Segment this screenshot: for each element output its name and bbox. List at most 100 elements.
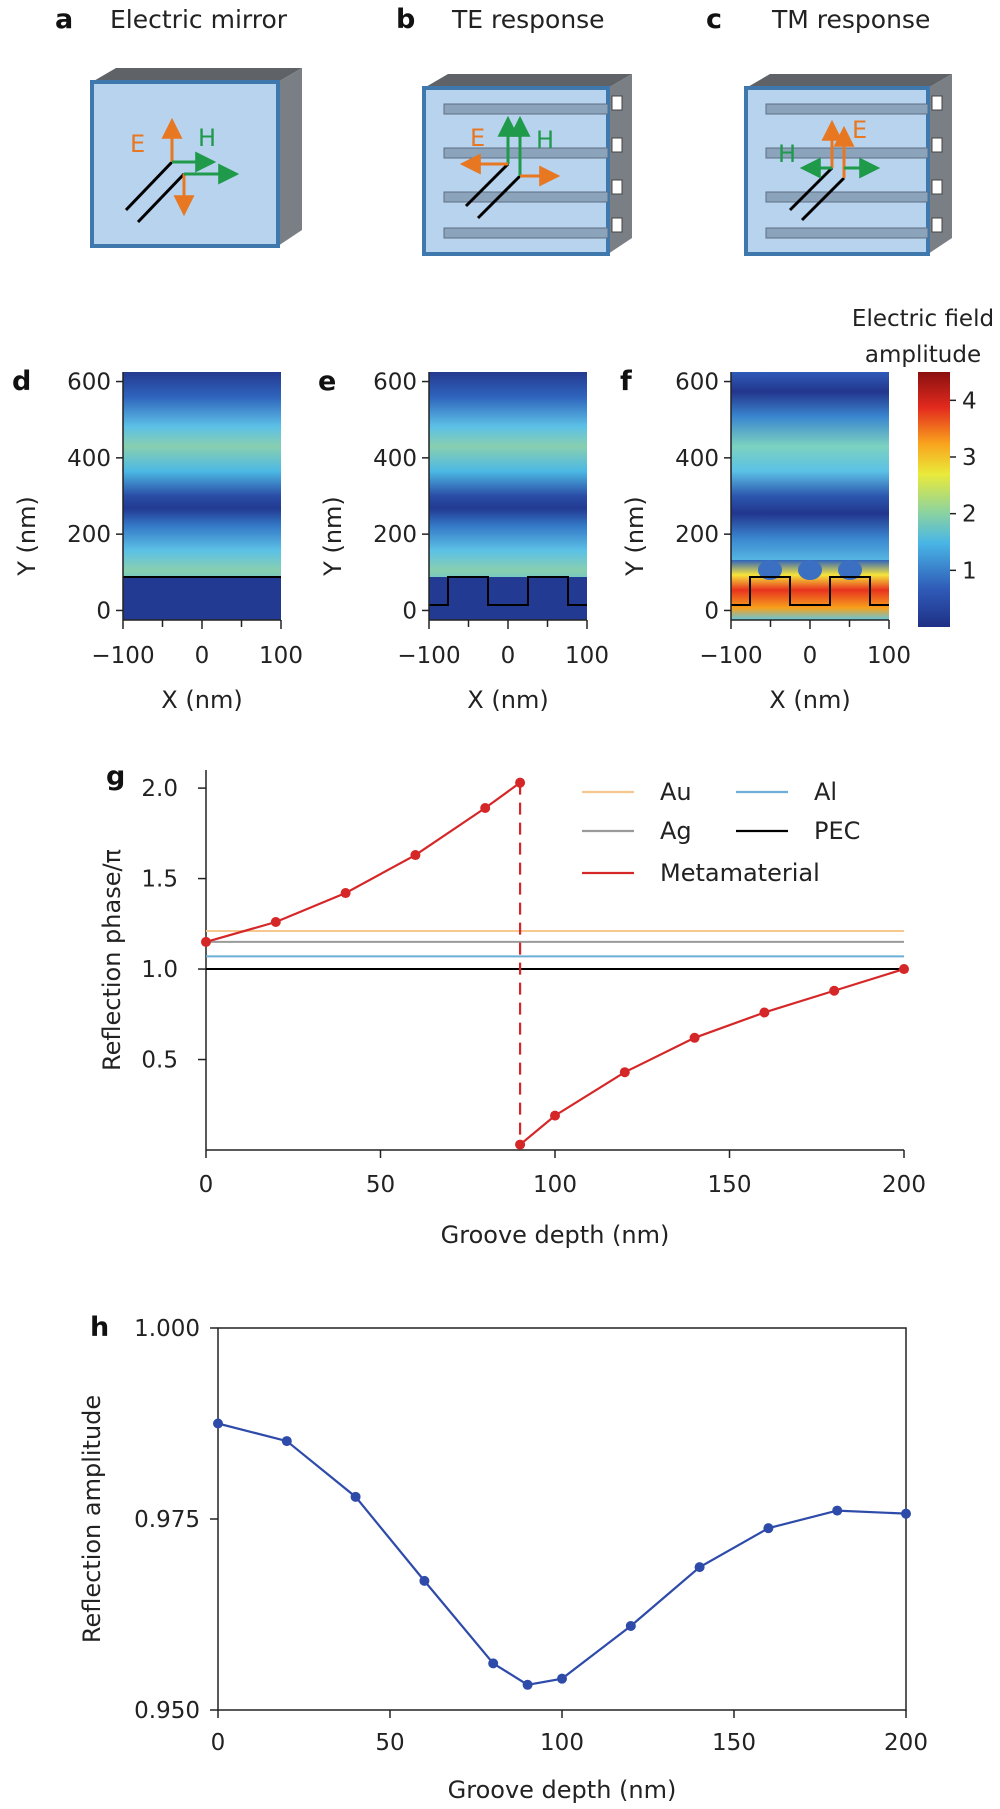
x-axis-label: Groove depth (nm)	[448, 1776, 677, 1804]
y-tick-label: 0	[96, 598, 111, 624]
slab-face	[744, 86, 930, 256]
slab-face	[422, 86, 610, 256]
y-tick-label: 0	[704, 598, 719, 624]
y-tick-label: 200	[675, 522, 719, 548]
data-point	[270, 917, 281, 927]
y-tick-label: 600	[675, 370, 719, 396]
data-point	[619, 1067, 630, 1078]
groove-profile	[731, 576, 889, 606]
field-map-d: d	[12, 366, 281, 620]
data-point	[213, 1418, 223, 1429]
e-label: E	[852, 116, 867, 144]
colorbar-title-line1: Electric field	[852, 306, 994, 332]
x-tick-label: 200	[882, 1172, 926, 1198]
wire	[124, 160, 174, 212]
metamaterial-line-left	[205, 781, 521, 943]
groove	[765, 103, 929, 115]
lobe	[838, 560, 862, 580]
y-axis-label: Reflection amplitude	[78, 1395, 106, 1643]
data-point	[625, 1620, 636, 1631]
colorbar: Electric field amplitude	[852, 306, 994, 627]
slab-face	[90, 80, 280, 248]
groove-profile	[429, 576, 587, 606]
data-point	[832, 1505, 843, 1516]
data-point	[550, 1110, 560, 1121]
x-tick-label: −100	[397, 643, 460, 669]
groove	[443, 147, 609, 159]
notch	[931, 137, 943, 153]
x-tick-label: 50	[366, 1172, 395, 1198]
y-tick-label: 600	[373, 370, 417, 396]
groove	[443, 103, 609, 115]
wire	[476, 174, 522, 220]
x-axis-label: X (nm)	[467, 686, 548, 714]
y-tick-label: 200	[373, 522, 417, 548]
x-tick-label: 150	[708, 1172, 752, 1198]
panel-label-b: b	[396, 4, 415, 35]
panel-a: a Electric mirror E H	[55, 4, 302, 248]
wire	[464, 162, 510, 208]
y-tick-label: 1.0	[141, 957, 178, 983]
y-tick-label: 400	[373, 446, 417, 472]
data-point	[488, 1658, 499, 1669]
colorbar-tick-label: 3	[962, 445, 977, 471]
x-tick-label: 150	[712, 1730, 756, 1756]
panel-c: c TM response E H	[706, 4, 952, 256]
data-point	[522, 1679, 533, 1690]
x-tick-label: 100	[867, 643, 911, 669]
data-point	[899, 964, 909, 975]
data-point	[901, 1508, 911, 1519]
x-tick-label: 50	[375, 1730, 404, 1756]
colorbar-gradient	[918, 372, 950, 627]
y-tick-label: 600	[67, 370, 111, 396]
data-point	[419, 1575, 430, 1586]
x-tick-label: 0	[195, 643, 210, 669]
legend-label-ag: Ag	[660, 817, 692, 845]
panel-label-c: c	[706, 4, 722, 35]
y-axis-label: Reflection phase/π	[98, 849, 126, 1071]
groove	[765, 227, 929, 239]
data-point	[759, 1007, 770, 1018]
data-point	[515, 1139, 526, 1150]
data-point	[763, 1523, 774, 1534]
legend-label-pec: PEC	[814, 817, 860, 845]
amplitude-line	[217, 1422, 907, 1686]
grooves	[443, 103, 609, 239]
legend-label-au: Au	[660, 778, 692, 806]
y-axis-label: Y (nm)	[621, 496, 649, 577]
slab-top	[92, 68, 302, 82]
field-map-f: f	[620, 366, 889, 620]
y-tick-label: 0.975	[134, 1507, 200, 1533]
notch	[611, 217, 623, 233]
y-tick-label: 400	[67, 446, 111, 472]
panel-title-a: Electric mirror	[110, 5, 288, 34]
notch	[611, 137, 623, 153]
data-point	[410, 850, 421, 861]
wire	[788, 166, 834, 212]
metamaterial-line-right	[519, 967, 905, 1146]
data-point	[281, 1436, 292, 1447]
x-tick-label: −100	[699, 643, 762, 669]
side-notches	[931, 95, 943, 233]
slab-top	[746, 74, 952, 88]
groove	[443, 191, 609, 203]
data-point	[694, 1562, 705, 1573]
colorbar-tick-label: 2	[962, 502, 977, 528]
slab-side	[608, 74, 632, 254]
slab-top	[424, 74, 632, 88]
legend-label-al: Al	[814, 778, 837, 806]
grooves	[765, 103, 929, 239]
wire	[800, 176, 846, 222]
h-label: H	[536, 126, 554, 154]
panel-title-c: TM response	[771, 5, 930, 34]
y-axis-label: Y (nm)	[319, 496, 347, 577]
wire	[136, 172, 186, 224]
y-tick-label: 2.0	[141, 776, 178, 802]
data-point	[480, 803, 491, 813]
x-tick-label: 200	[884, 1730, 928, 1756]
x-tick-label: 100	[540, 1730, 584, 1756]
y-tick-label: 400	[675, 446, 719, 472]
groove	[765, 191, 929, 203]
panel-label-e: e	[318, 366, 336, 397]
legend-label-metamaterial: Metamaterial	[660, 859, 820, 887]
